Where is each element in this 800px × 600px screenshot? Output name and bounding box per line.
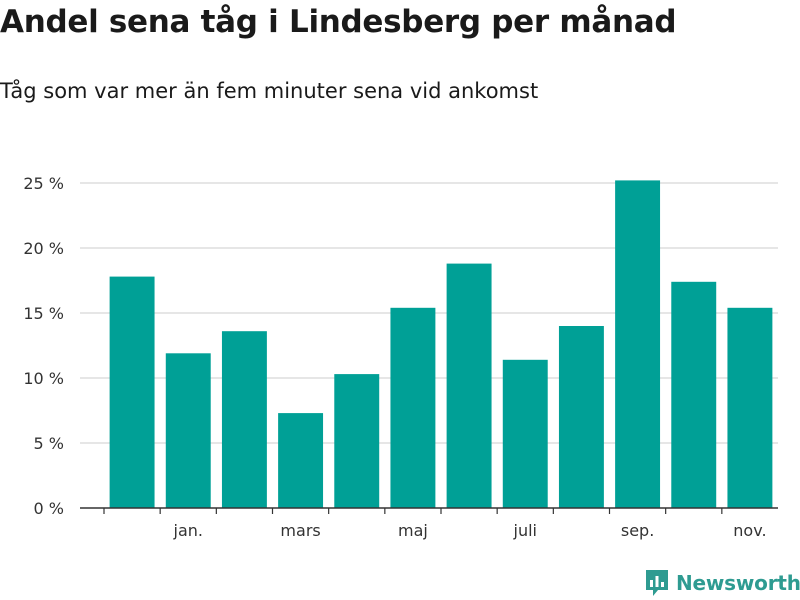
y-tick-label: 25 % bbox=[23, 174, 64, 193]
y-tick-label: 10 % bbox=[23, 369, 64, 388]
x-tick-label: mars bbox=[280, 521, 320, 540]
bar-juni bbox=[446, 263, 492, 508]
newsworthy-logo-icon bbox=[646, 570, 668, 596]
y-tick-label: 20 % bbox=[23, 239, 64, 258]
bar-jan bbox=[165, 353, 211, 508]
bar-dec bbox=[109, 276, 155, 508]
y-tick-label: 5 % bbox=[34, 434, 64, 453]
bar-feb bbox=[221, 331, 267, 508]
chart-title: Andel sena tåg i Lindesberg per månad bbox=[0, 4, 677, 40]
x-tick-label: juli bbox=[513, 521, 537, 540]
y-tick-label: 15 % bbox=[23, 304, 64, 323]
bar-sep bbox=[615, 180, 661, 508]
chart-subtitle: Tåg som var mer än fem minuter sena vid … bbox=[0, 79, 539, 103]
bar-maj bbox=[390, 307, 436, 508]
bar-juli bbox=[502, 359, 548, 508]
bar-okt bbox=[671, 281, 717, 508]
bar-nov bbox=[727, 307, 773, 508]
brand-logo: Newsworthy bbox=[644, 568, 800, 598]
bar-mars bbox=[278, 413, 324, 508]
x-tick-label: sep. bbox=[621, 521, 654, 540]
bar-aug bbox=[558, 326, 604, 508]
x-tick-label: jan. bbox=[173, 521, 203, 540]
y-tick-label: 0 % bbox=[34, 499, 64, 518]
brand-name: Newsworthy bbox=[676, 571, 800, 595]
x-tick-label: nov. bbox=[733, 521, 766, 540]
x-tick-label: maj bbox=[398, 521, 428, 540]
bar-apr bbox=[334, 374, 380, 508]
